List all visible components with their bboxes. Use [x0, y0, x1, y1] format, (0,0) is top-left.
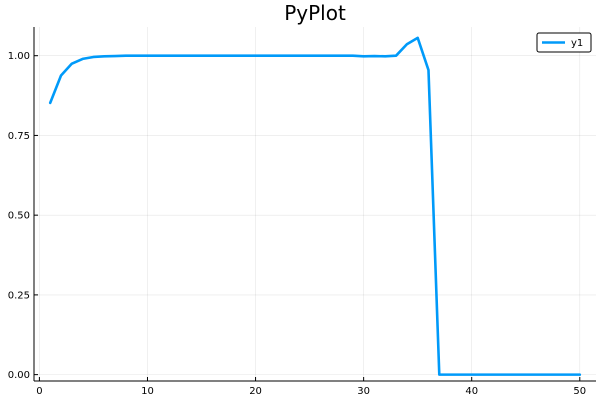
axes — [33, 27, 596, 382]
x-tick-label: 50 — [573, 386, 586, 397]
tick-labels: 0 10 20 30 40 50 0.00 0.25 0.50 0.75 1.00 — [8, 51, 586, 397]
y-tick-label: 0.00 — [8, 370, 30, 381]
series-line-y1 — [48, 36, 582, 376]
y-tick-label: 0.75 — [8, 131, 30, 142]
y-tick-label: 0.25 — [8, 290, 30, 301]
x-tick-label: 30 — [357, 386, 370, 397]
legend: y1 — [536, 32, 592, 53]
y-tick-label: 0.50 — [8, 211, 30, 222]
series-layer — [48, 36, 582, 376]
legend-label: y1 — [571, 38, 583, 49]
x-tick-label: 40 — [465, 386, 478, 397]
x-tick-label: 10 — [141, 386, 154, 397]
chart-title: PyPlot — [284, 1, 346, 25]
x-tick-label: 20 — [249, 386, 262, 397]
x-tick-label: 0 — [36, 386, 42, 397]
grid — [34, 27, 596, 381]
y-tick-label: 1.00 — [8, 51, 30, 62]
